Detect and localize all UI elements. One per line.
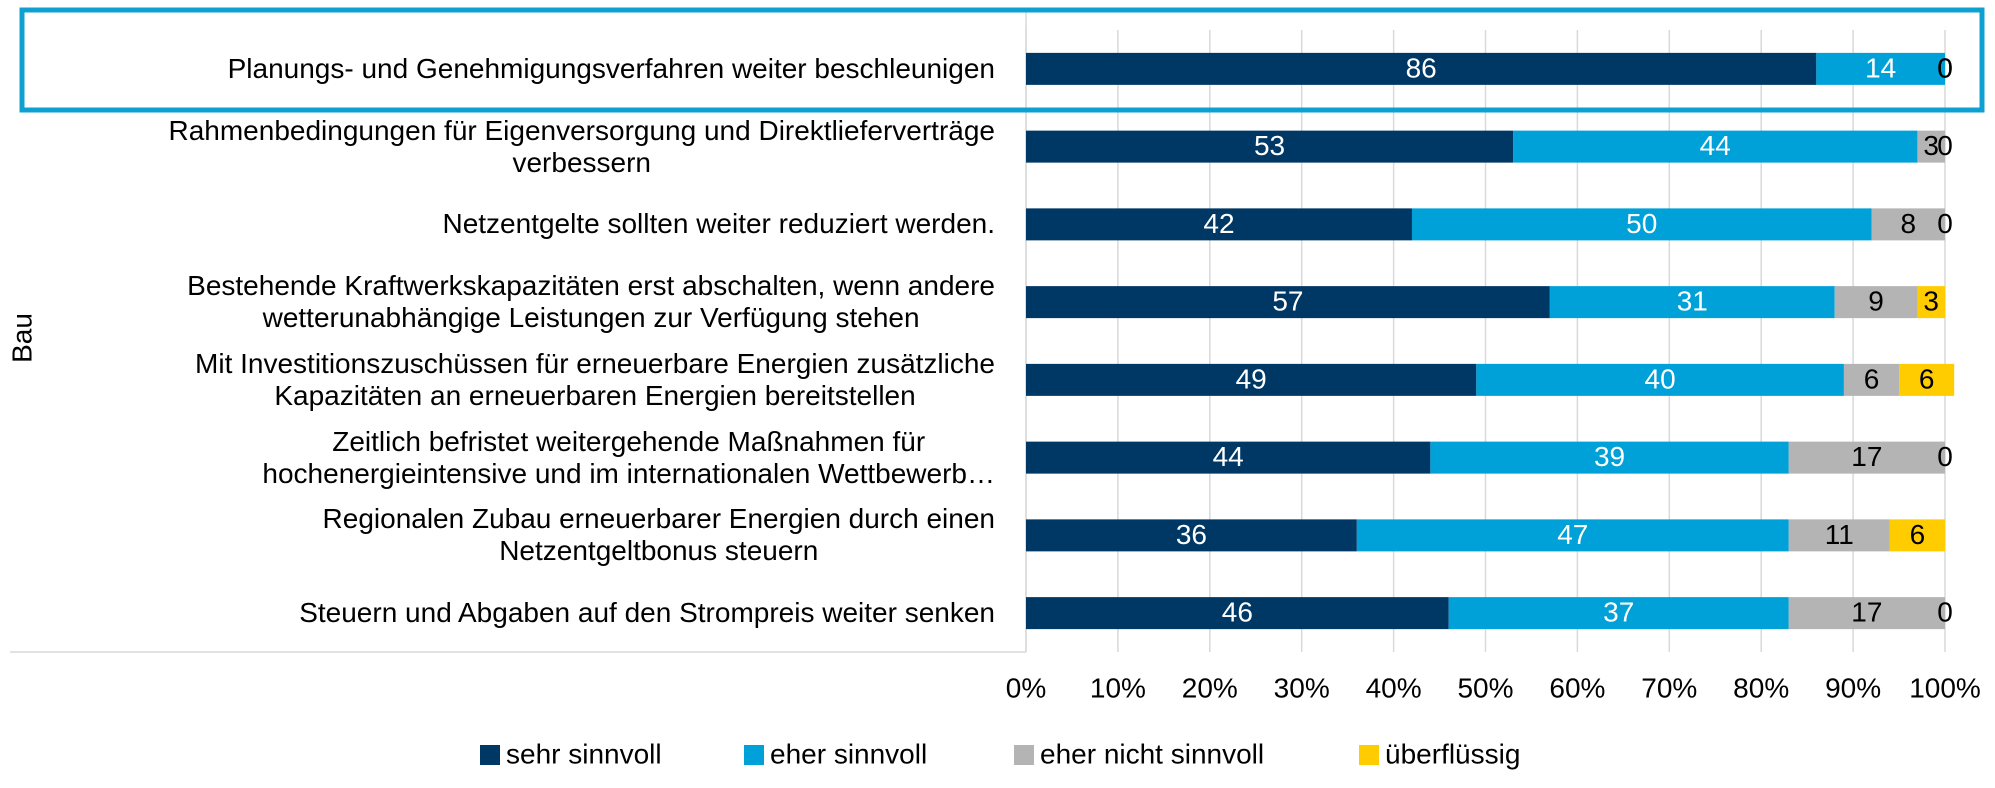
bar-segment (1430, 441, 1789, 474)
bar-segment (1917, 286, 1945, 319)
data-label: 36 (1176, 519, 1207, 550)
data-label: 44 (1700, 130, 1731, 161)
y-tick-label: Rahmenbedingungen für Eigenversorgung un… (168, 114, 995, 178)
bar-segment (1448, 597, 1789, 630)
legend-swatch (1014, 745, 1034, 765)
y-tick-label: Planungs- und Genehmigungsverfahren weit… (227, 52, 995, 84)
x-tick-label: 70% (1641, 672, 1697, 703)
data-label: 0 (1937, 130, 1953, 161)
data-label: 11 (1825, 519, 1854, 550)
category-label-box: Regionalen Zubau erneuerbarer Energien d… (40, 500, 995, 570)
data-label: 86 (1406, 52, 1437, 83)
data-label: 14 (1865, 52, 1896, 83)
data-label: 40 (1645, 363, 1676, 394)
data-label: 8 (1900, 208, 1916, 239)
x-tick-label: 0% (1006, 672, 1046, 703)
data-label: 17 (1851, 441, 1882, 472)
bar-segment (1788, 441, 1945, 474)
x-tick-label: 100% (1909, 672, 1981, 703)
data-label: 47 (1557, 519, 1588, 550)
data-label: 0 (1937, 208, 1953, 239)
bar-segment (1549, 286, 1835, 319)
bar-segment (1356, 519, 1789, 552)
bar-segment (1917, 130, 1945, 163)
y-tick-label: Zeitlich befristet weitergehende Maßnahm… (262, 425, 995, 489)
data-label: 6 (1919, 363, 1935, 394)
data-label: 39 (1594, 441, 1625, 472)
data-label: 57 (1272, 286, 1303, 317)
bar-segment (1816, 52, 1945, 85)
data-label: 3 (1923, 286, 1939, 317)
bar-segment (1026, 52, 1817, 85)
bar-segment (1026, 208, 1412, 241)
data-label: 17 (1851, 597, 1882, 628)
legend-label: eher sinnvoll (770, 738, 927, 769)
legend-swatch (744, 745, 764, 765)
data-label: 53 (1254, 130, 1285, 161)
x-tick-label: 60% (1549, 672, 1605, 703)
data-label: 0 (1937, 597, 1953, 628)
data-label: 44 (1213, 441, 1244, 472)
legend-swatch (480, 745, 500, 765)
y-tick-label: Regionalen Zubau erneuerbarer Energien d… (322, 503, 995, 567)
bar-segment (1788, 519, 1890, 552)
x-tick-label: 30% (1274, 672, 1330, 703)
y-axis-label: Bau (6, 313, 37, 363)
bar-segment (1843, 363, 1900, 396)
data-label: 0 (1937, 52, 1953, 83)
data-label: 46 (1222, 597, 1253, 628)
y-tick-label: Mit Investitionszuschüssen für erneuerba… (195, 347, 995, 411)
legend-label: sehr sinnvoll (506, 738, 662, 769)
category-label-box: Mit Investitionszuschüssen für erneuerba… (40, 345, 995, 415)
data-label: 6 (1910, 519, 1926, 550)
bar-segment (1834, 286, 1918, 319)
data-label: 6 (1864, 363, 1880, 394)
bar-segment (1513, 130, 1918, 163)
category-label-box: Bestehende Kraftwerkskapazitäten erst ab… (40, 267, 995, 337)
data-label: 0 (1937, 52, 1953, 83)
bar-segment (1026, 519, 1357, 552)
bar-segment (1026, 597, 1449, 630)
category-label-box: Steuern und Abgaben auf den Strompreis w… (40, 578, 995, 648)
legend-label: eher nicht sinnvoll (1040, 738, 1264, 769)
bar-segment (1889, 519, 1945, 552)
bar-segment (1026, 286, 1550, 319)
y-tick-label: Bestehende Kraftwerkskapazitäten erst ab… (187, 270, 995, 334)
category-label-box: Rahmenbedingungen für Eigenversorgung un… (40, 112, 995, 182)
category-label-box: Netzentgelte sollten weiter reduziert we… (40, 189, 995, 259)
category-label-box: Planungs- und Genehmigungsverfahren weit… (40, 34, 995, 104)
legend-label: überflüssig (1385, 738, 1520, 769)
bar-segment (1026, 441, 1431, 474)
x-tick-label: 10% (1090, 672, 1146, 703)
x-tick-label: 40% (1366, 672, 1422, 703)
data-label: 50 (1626, 208, 1657, 239)
data-label: 37 (1603, 597, 1634, 628)
data-label: 31 (1677, 286, 1708, 317)
bar-segment (1026, 363, 1477, 396)
x-tick-label: 90% (1825, 672, 1881, 703)
highlight-box (19, 7, 1985, 113)
data-label: 42 (1203, 208, 1234, 239)
data-label: 9 (1868, 286, 1884, 317)
bar-segment (1871, 208, 1945, 241)
legend-swatch (1359, 745, 1379, 765)
category-label-box: Zeitlich befristet weitergehende Maßnahm… (40, 423, 995, 493)
data-label: 3 (1923, 130, 1939, 161)
x-tick-label: 20% (1182, 672, 1238, 703)
x-tick-label: 50% (1457, 672, 1513, 703)
bar-segment (1476, 363, 1844, 396)
y-tick-label: Steuern und Abgaben auf den Strompreis w… (299, 597, 995, 629)
data-label: 49 (1236, 363, 1267, 394)
x-tick-label: 80% (1733, 672, 1789, 703)
y-tick-label: Netzentgelte sollten weiter reduziert we… (442, 208, 995, 240)
bar-segment (1899, 363, 1955, 396)
bar-segment (1411, 208, 1872, 241)
data-label: 0 (1937, 441, 1953, 472)
bar-segment (1026, 130, 1514, 163)
bar-segment (1788, 597, 1945, 630)
